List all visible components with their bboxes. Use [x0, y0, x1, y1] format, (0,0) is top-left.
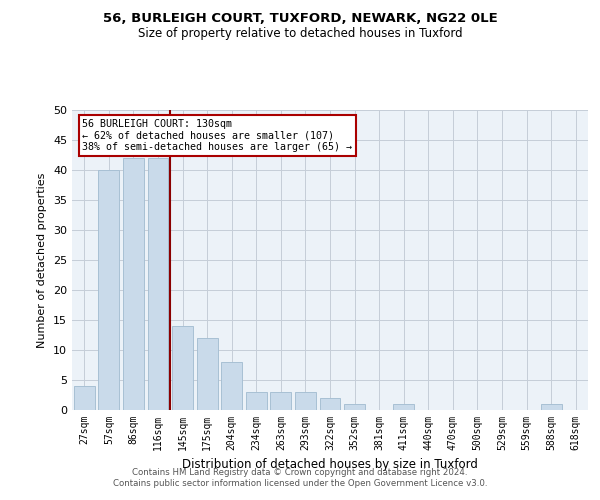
Text: 56, BURLEIGH COURT, TUXFORD, NEWARK, NG22 0LE: 56, BURLEIGH COURT, TUXFORD, NEWARK, NG2…	[103, 12, 497, 26]
Bar	[98, 170, 119, 410]
Bar	[74, 386, 95, 410]
Bar	[172, 326, 193, 410]
Bar	[344, 404, 365, 410]
Text: Contains HM Land Registry data © Crown copyright and database right 2024.
Contai: Contains HM Land Registry data © Crown c…	[113, 468, 487, 487]
Bar	[320, 398, 340, 410]
Bar	[221, 362, 242, 410]
X-axis label: Distribution of detached houses by size in Tuxford: Distribution of detached houses by size …	[182, 458, 478, 471]
Bar	[246, 392, 267, 410]
Bar	[393, 404, 414, 410]
Text: 56 BURLEIGH COURT: 130sqm
← 62% of detached houses are smaller (107)
38% of semi: 56 BURLEIGH COURT: 130sqm ← 62% of detac…	[82, 119, 352, 152]
Bar	[541, 404, 562, 410]
Bar	[295, 392, 316, 410]
Bar	[197, 338, 218, 410]
Text: Size of property relative to detached houses in Tuxford: Size of property relative to detached ho…	[137, 28, 463, 40]
Bar	[148, 158, 169, 410]
Y-axis label: Number of detached properties: Number of detached properties	[37, 172, 47, 348]
Bar	[123, 158, 144, 410]
Bar	[271, 392, 292, 410]
